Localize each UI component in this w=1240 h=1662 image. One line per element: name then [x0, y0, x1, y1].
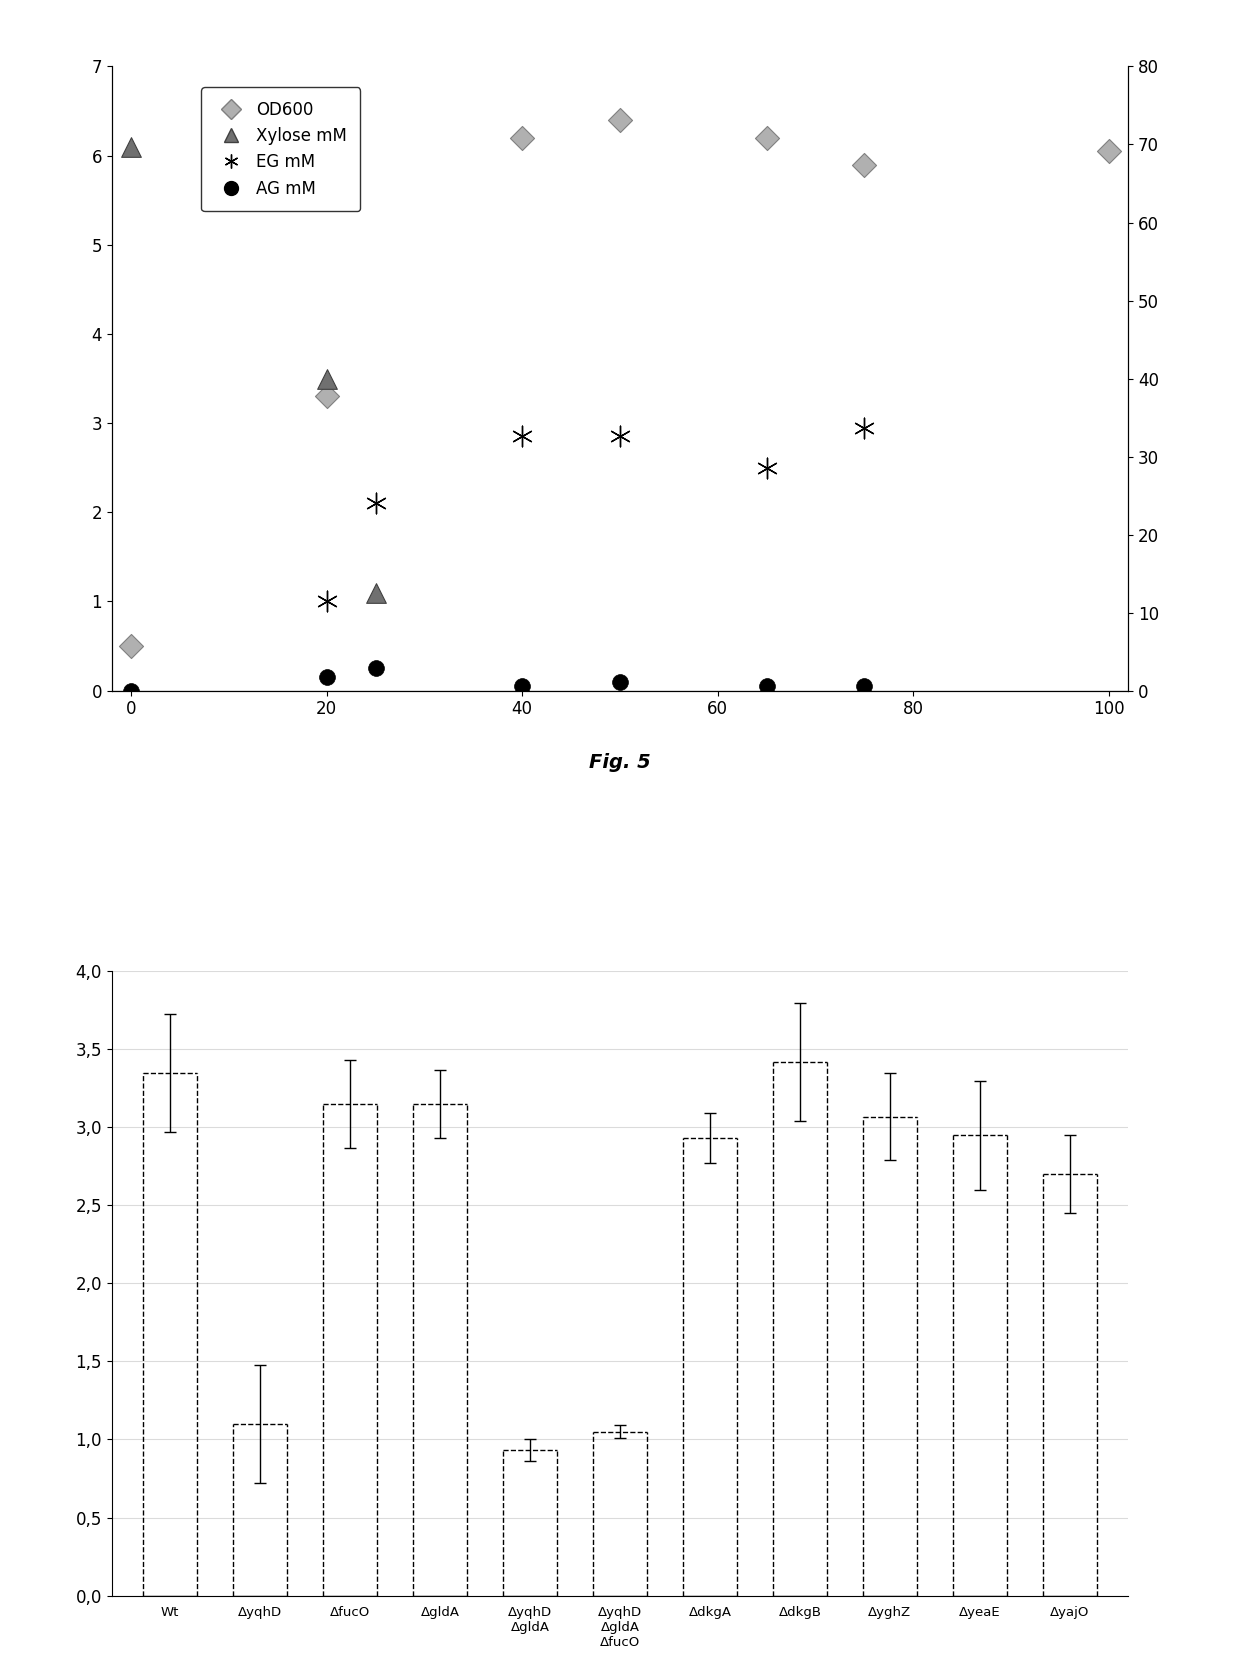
Point [316, 588, 336, 615]
Text: Fig. 5: Fig. 5 [589, 753, 651, 771]
Point [122, 633, 141, 660]
Point [854, 673, 874, 700]
Point [854, 151, 874, 178]
Point [366, 655, 386, 681]
Point [756, 125, 776, 151]
Point [1099, 138, 1118, 165]
Point [316, 382, 336, 409]
Point [122, 678, 141, 705]
Point [610, 424, 630, 450]
Point [854, 414, 874, 440]
Point [610, 668, 630, 695]
Point [366, 490, 386, 517]
Point [512, 673, 532, 700]
Point [512, 125, 532, 151]
Point [756, 454, 776, 480]
Point [316, 366, 336, 392]
Point [366, 580, 386, 607]
Point [512, 424, 532, 450]
Point [122, 133, 141, 160]
Point [316, 663, 336, 690]
Point [756, 673, 776, 700]
Point [610, 106, 630, 133]
Legend: OD600, Xylose mM, EG mM, AG mM: OD600, Xylose mM, EG mM, AG mM [201, 88, 361, 211]
